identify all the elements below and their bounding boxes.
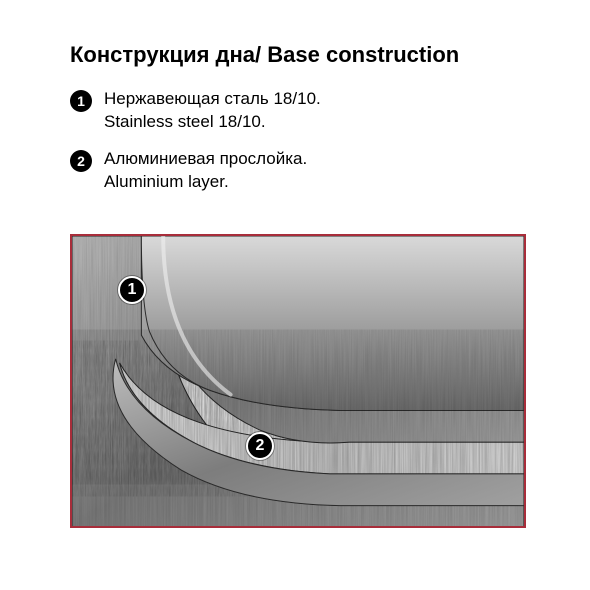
legend-text: Нержавеющая сталь 18/10. Stainless steel… (104, 88, 321, 134)
callout-1: 1 (118, 276, 146, 304)
legend: 1 Нержавеющая сталь 18/10. Stainless ste… (70, 88, 321, 208)
legend-text: Алюминиевая прослойка. Aluminium layer. (104, 148, 307, 194)
legend-item: 1 Нержавеющая сталь 18/10. Stainless ste… (70, 88, 321, 134)
legend-line: Aluminium layer. (104, 172, 229, 191)
legend-line: Stainless steel 18/10. (104, 112, 266, 131)
legend-line: Алюминиевая прослойка. (104, 149, 307, 168)
legend-badge-2: 2 (70, 150, 92, 172)
callout-num: 1 (128, 281, 137, 299)
pan-interior (141, 236, 524, 410)
legend-line: Нержавеющая сталь 18/10. (104, 89, 321, 108)
page-title: Конструкция дна/ Base construction (70, 42, 459, 68)
callout-num: 2 (256, 437, 265, 455)
callout-2: 2 (246, 432, 274, 460)
legend-badge-1: 1 (70, 90, 92, 112)
legend-item: 2 Алюминиевая прослойка. Aluminium layer… (70, 148, 321, 194)
